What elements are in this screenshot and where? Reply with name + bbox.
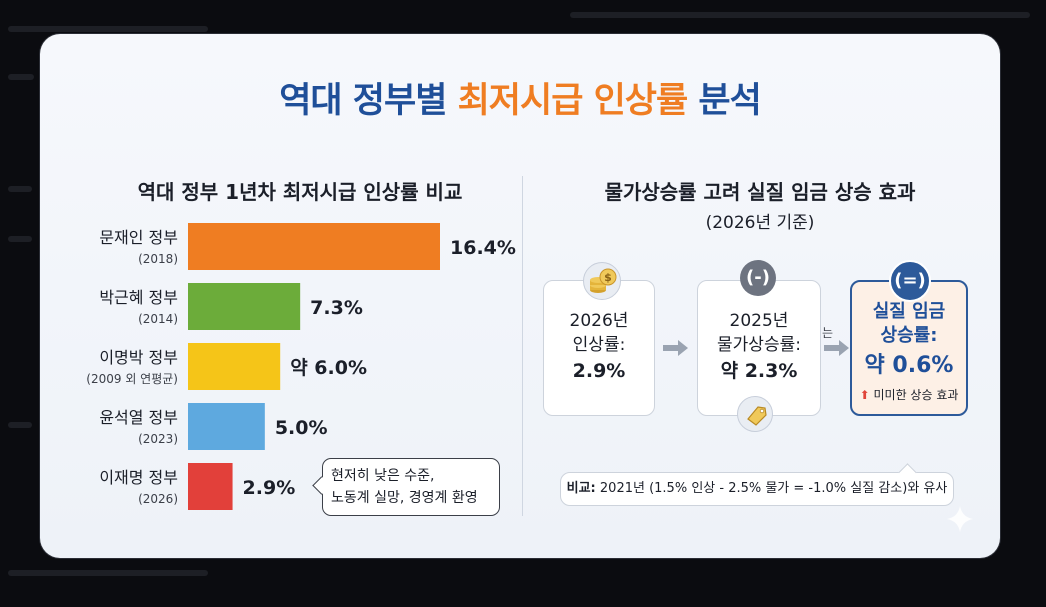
comparison-note: 비교: 2021년 (1.5% 인상 - 2.5% 물가 = -1.0% 실질 … bbox=[560, 463, 954, 506]
up-arrow-icon: ⬆ bbox=[859, 388, 870, 402]
inflation-label: 물가상승률: bbox=[717, 335, 801, 355]
category-label-0: 문재인 정부 bbox=[99, 228, 178, 247]
category-label-1: 박근혜 정부 bbox=[99, 288, 178, 307]
title-part-3: 분석 bbox=[698, 81, 761, 121]
backdrop-ghost-text bbox=[8, 74, 34, 80]
category-year-4: (2026) bbox=[138, 492, 178, 506]
backdrop-ghost-text bbox=[8, 236, 32, 242]
arrow-right-icon bbox=[824, 340, 849, 356]
connector-text: 는 bbox=[822, 326, 834, 340]
value-label-2: 약 6.0% bbox=[290, 357, 367, 379]
comparison-text: 2021년 (1.5% 인상 - 2.5% 물가 = -1.0% 실질 감소)와… bbox=[599, 481, 948, 496]
category-year-1: (2014) bbox=[138, 312, 178, 326]
value-label-3: 5.0% bbox=[275, 417, 328, 439]
real-wage-heading: 물가상승률 고려 실질 임금 상승 효과 bbox=[604, 180, 916, 204]
real-wage-note-text: 미미한 상승 효과 bbox=[873, 388, 959, 402]
real-wage-box: 실질 임금 상승률: 약 0.6% ⬆ 미미한 상승 효과 bbox=[850, 280, 968, 416]
callout-note: 현저히 낮은 수준, 노동계 실망, 경영계 환영 bbox=[312, 458, 500, 516]
category-year-2: (2009 외 연평균) bbox=[86, 372, 178, 386]
bar-1 bbox=[188, 283, 301, 330]
category-label-2: 이명박 정부 bbox=[99, 348, 178, 367]
inflation-year: 2025년 bbox=[729, 311, 789, 331]
svg-text:$: $ bbox=[604, 271, 612, 284]
equals-badge: (=) bbox=[889, 260, 931, 302]
wage-increase-label: 인상률: bbox=[572, 335, 626, 355]
value-label-1: 7.3% bbox=[310, 297, 363, 319]
category-label-4: 이재명 정부 bbox=[99, 468, 178, 487]
bar-4 bbox=[188, 463, 233, 510]
comparison-prefix: 비교: bbox=[566, 481, 596, 496]
inflation-box: 2025년 물가상승률: 약 2.3% bbox=[697, 280, 821, 416]
backdrop-ghost-text bbox=[8, 570, 208, 576]
bar-0 bbox=[188, 223, 440, 270]
real-wage-note: ⬆ 미미한 상승 효과 bbox=[852, 386, 966, 403]
sparkle-icon bbox=[947, 506, 973, 532]
category-year-0: (2018) bbox=[138, 252, 178, 266]
coin-stack-icon: $ bbox=[583, 262, 621, 300]
real-wage-label-1: 실질 임금 bbox=[872, 301, 946, 322]
backdrop-ghost-text bbox=[8, 186, 32, 192]
panel-divider bbox=[522, 176, 523, 516]
title-part-1: 역대 정부별 bbox=[279, 81, 447, 121]
chart-heading: 역대 정부 1년차 최저시급 인상률 비교 bbox=[137, 180, 463, 204]
category-label-3: 윤석열 정부 bbox=[99, 408, 178, 427]
title-part-2: 최저시급 인상률 bbox=[457, 81, 689, 121]
minus-badge: (-) bbox=[740, 260, 776, 296]
backdrop-ghost-text bbox=[8, 422, 32, 428]
backdrop-ghost-text bbox=[570, 12, 1030, 18]
price-tag-icon bbox=[737, 396, 773, 432]
infographic-card: 역대 정부별 최저시급 인상률 분석 역대 정부 1년차 최저시급 인상률 비교… bbox=[40, 34, 1000, 558]
callout-line-1: 현저히 낮은 수준, bbox=[331, 468, 435, 484]
wage-increase-year: 2026년 bbox=[569, 311, 629, 331]
wage-increase-box: 2026년 인상률: 2.9% bbox=[543, 280, 655, 416]
value-label-0: 16.4% bbox=[450, 237, 516, 259]
real-wage-label-2: 상승률: bbox=[880, 325, 938, 346]
bar-2 bbox=[188, 343, 281, 390]
category-year-3: (2023) bbox=[138, 432, 178, 446]
value-label-4: 2.9% bbox=[243, 477, 296, 499]
backdrop-ghost-text bbox=[8, 26, 208, 32]
page-title: 역대 정부별 최저시급 인상률 분석 bbox=[40, 72, 1000, 123]
bar-3 bbox=[188, 403, 265, 450]
wage-increase-value: 2.9% bbox=[572, 360, 626, 382]
bar-chart: 문재인 정부 (2018) 16.4% 박근혜 정부 (2014) 7.3% 이명박 정부 (… bbox=[86, 223, 516, 510]
arrow-right-icon bbox=[663, 340, 688, 356]
real-wage-value: 약 0.6% bbox=[864, 353, 954, 378]
inflation-value: 약 2.3% bbox=[720, 360, 798, 382]
real-wage-subheading: (2026년 기준) bbox=[705, 213, 815, 233]
callout-line-2: 노동계 실망, 경영계 환영 bbox=[331, 490, 478, 506]
